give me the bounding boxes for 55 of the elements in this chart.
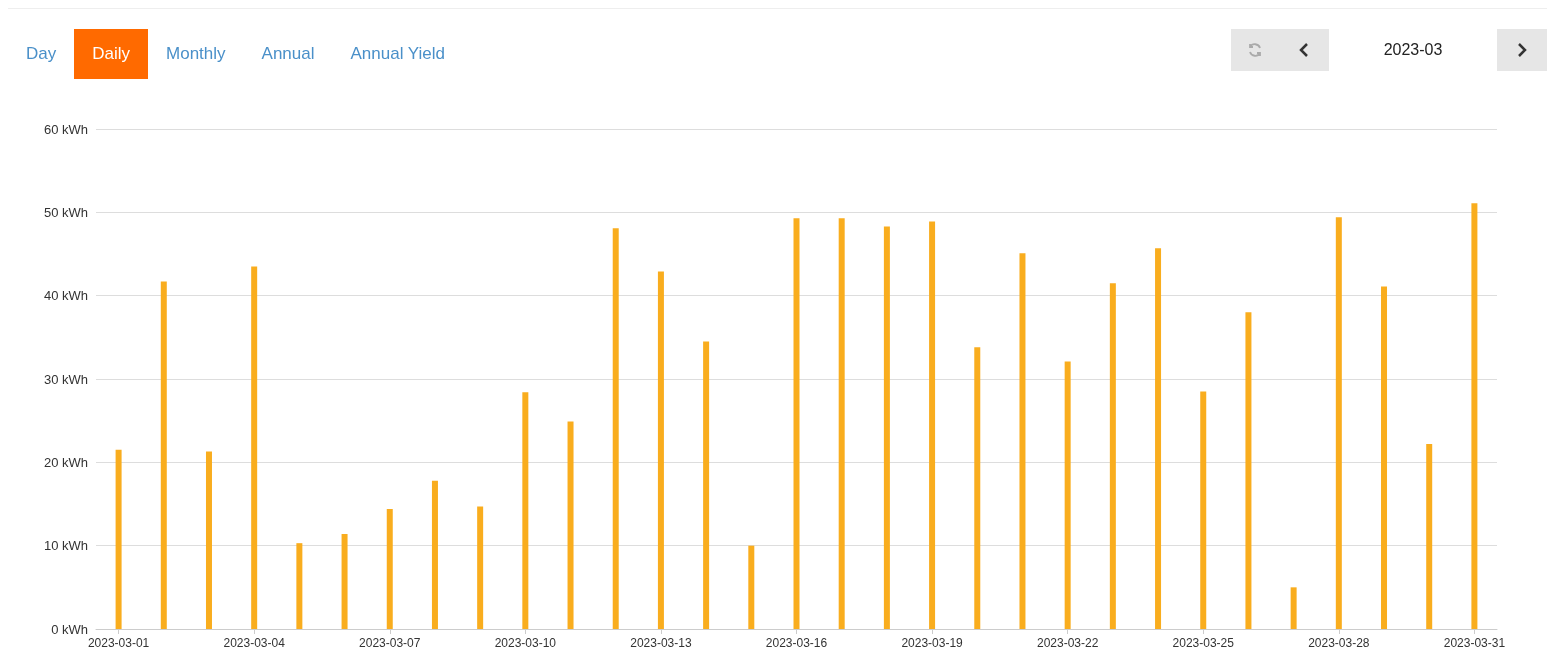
bar xyxy=(386,509,393,629)
text: Daily xyxy=(74,29,149,79)
bar xyxy=(1290,587,1297,629)
bar xyxy=(929,221,936,629)
text: Monthly xyxy=(165,43,227,65)
bar xyxy=(793,218,800,629)
x-tick-label: 2023-03-28 xyxy=(1308,636,1370,650)
bar xyxy=(974,347,981,629)
x-tick-label: 2023-03-01 xyxy=(87,636,150,650)
y-tick-label: 40 kWh xyxy=(43,288,88,304)
x-tick-label: 2023-03-19 xyxy=(901,636,964,650)
bar xyxy=(1064,361,1071,629)
bar xyxy=(1471,203,1478,629)
y-tick-label: 20 kWh xyxy=(43,454,88,470)
x-tick-label: 2023-03-31 xyxy=(1443,636,1506,650)
bar xyxy=(477,506,484,629)
bar xyxy=(567,421,574,629)
bar xyxy=(205,451,212,629)
x-tick-label: 2023-03-04 xyxy=(223,636,286,650)
bar xyxy=(296,543,303,629)
bar xyxy=(522,392,529,629)
bar xyxy=(1155,248,1162,629)
bar xyxy=(1109,283,1116,629)
bar xyxy=(612,228,619,629)
x-tick-label: 2023-03-22 xyxy=(1036,636,1099,650)
bar xyxy=(1245,312,1252,629)
bar xyxy=(1200,391,1207,629)
bar xyxy=(1335,217,1342,629)
bar xyxy=(431,480,438,629)
x-tick-label: 2023-03-25 xyxy=(1172,636,1235,650)
bar xyxy=(1381,286,1388,629)
bar xyxy=(703,341,710,629)
bar xyxy=(748,545,755,629)
bar xyxy=(883,226,890,629)
y-tick-label: 30 kWh xyxy=(43,371,88,387)
text: Day xyxy=(25,43,58,65)
bar xyxy=(838,218,845,629)
y-tick-label: 60 kWh xyxy=(43,121,88,137)
text: Annual Yield xyxy=(349,43,447,65)
y-tick-label: 10 kWh xyxy=(43,538,88,554)
bar xyxy=(160,281,167,629)
y-tick-label: 50 kWh xyxy=(43,204,88,220)
x-tick-label: 2023-03-13 xyxy=(630,636,692,650)
bar xyxy=(1426,444,1433,629)
bar xyxy=(657,271,664,629)
text: Annual xyxy=(260,43,316,65)
bar xyxy=(1019,253,1026,629)
x-tick-label: 2023-03-16 xyxy=(765,636,828,650)
bar xyxy=(115,449,122,629)
bar xyxy=(251,266,258,629)
y-tick-label: 0 kWh xyxy=(51,621,88,637)
bar xyxy=(341,534,348,629)
x-tick-label: 2023-03-07 xyxy=(359,636,421,650)
text: 2023-03 xyxy=(1329,29,1497,71)
x-tick-label: 2023-03-10 xyxy=(494,636,557,650)
